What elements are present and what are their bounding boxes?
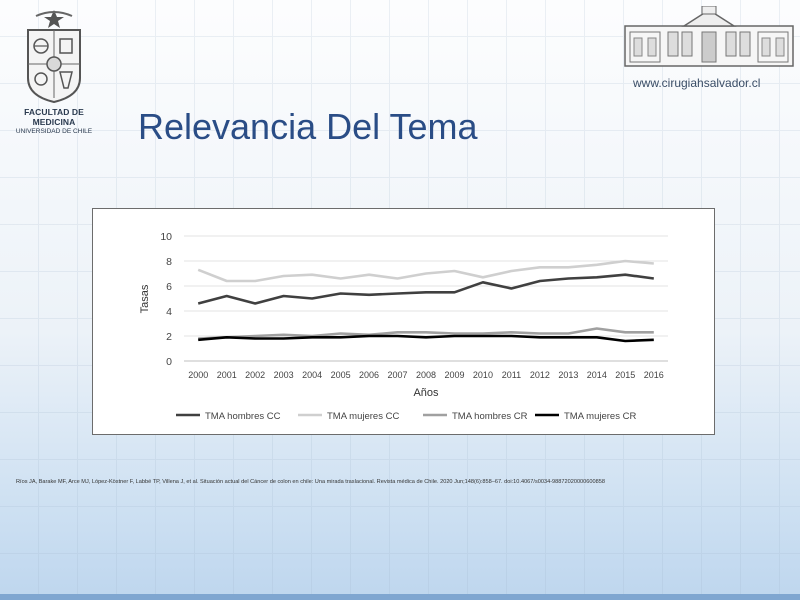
- x-tick-label: 2009: [444, 370, 464, 380]
- bottom-accent-bar: [0, 594, 800, 600]
- x-tick-label: 2007: [388, 370, 408, 380]
- x-tick-label: 2012: [530, 370, 550, 380]
- y-tick-label: 4: [166, 306, 172, 318]
- y-axis-ticks: 0 2 4 6 8 10: [160, 231, 172, 368]
- line-chart: 0 2 4 6 8 10 2000 2001 2002 2003 2004 2005 2006 2007…: [139, 231, 668, 422]
- y-tick-label: 0: [166, 356, 172, 368]
- slide-title: Relevancia Del Tema: [138, 106, 478, 147]
- series-line-2: [198, 327, 654, 340]
- series-line-0: [197, 273, 654, 305]
- x-tick-label: 2010: [473, 370, 493, 380]
- x-tick-label: 2000: [188, 370, 208, 380]
- chart-gridlines: [184, 235, 668, 362]
- y-tick-label: 8: [166, 256, 172, 268]
- x-tick-label: 2015: [615, 370, 635, 380]
- faculty-name: FACULTAD DE MEDICINA: [24, 107, 84, 127]
- y-axis-label: Tasas: [139, 284, 151, 313]
- chart-legend: TMA hombres CC TMA mujeres CC TMA hombres …: [176, 411, 636, 422]
- legend-label: TMA mujeres CR: [564, 411, 636, 422]
- x-tick-label: 2013: [558, 370, 578, 380]
- faculty-label: FACULTAD DE MEDICINA UNIVERSIDAD DE CHIL…: [6, 107, 102, 135]
- x-tick-label: 2011: [502, 370, 521, 380]
- x-tick-label: 2002: [245, 370, 265, 380]
- x-tick-label: 2001: [217, 370, 237, 380]
- chart-series: [197, 259, 654, 343]
- y-tick-label: 6: [166, 281, 172, 293]
- y-tick-label: 10: [160, 231, 172, 243]
- website-url: www.cirugiahsalvador.cl: [633, 76, 761, 90]
- x-tick-label: 2005: [331, 370, 351, 380]
- university-crest-logo: [27, 10, 81, 103]
- legend-label: TMA hombres CC: [205, 411, 281, 422]
- x-tick-label: 2006: [359, 370, 379, 380]
- x-tick-label: 2016: [644, 370, 664, 380]
- legend-label: TMA hombres CR: [452, 411, 528, 422]
- x-tick-label: 2004: [302, 370, 322, 380]
- citation-text: Ríos JA, Barake MF, Arce MJ, López-Köstn…: [16, 479, 605, 485]
- x-axis-label: Años: [413, 387, 439, 399]
- x-axis-ticks: 2000 2001 2002 2003 2004 2005 2006 2007 2008 2009…: [188, 370, 664, 380]
- x-tick-label: 2008: [416, 370, 436, 380]
- hospital-building-logo: [624, 6, 794, 67]
- series-line-1: [197, 259, 654, 283]
- legend-label: TMA mujeres CC: [327, 411, 399, 422]
- y-tick-label: 2: [166, 331, 172, 343]
- chart-container: 0 2 4 6 8 10 2000 2001 2002 2003 2004 2005 2006 2007…: [92, 208, 715, 435]
- x-tick-label: 2014: [587, 370, 607, 380]
- x-tick-label: 2003: [274, 370, 294, 380]
- series-line-3: [198, 334, 654, 343]
- university-name: UNIVERSIDAD DE CHILE: [15, 128, 93, 135]
